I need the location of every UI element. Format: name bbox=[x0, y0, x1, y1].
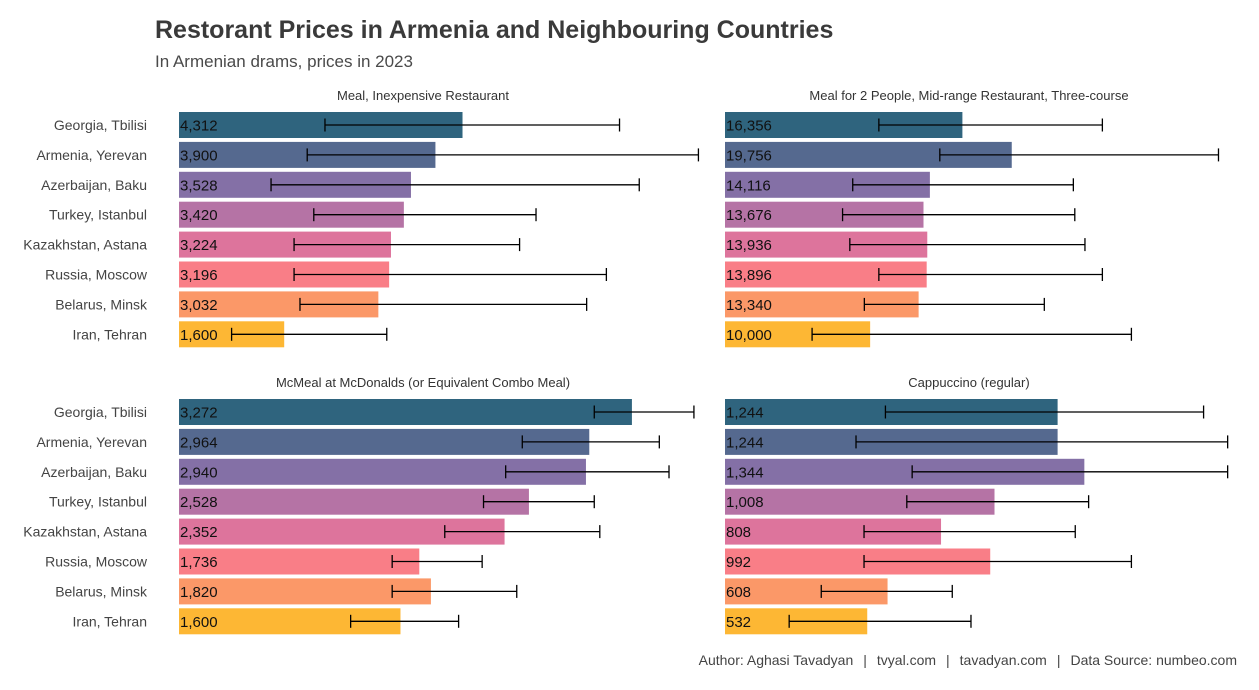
footer-site-2: tavadyan.com bbox=[959, 652, 1047, 668]
data-label: 1,244 bbox=[726, 405, 764, 422]
footer-author: Author: Aghasi Tavadyan bbox=[698, 652, 854, 668]
data-label: 3,900 bbox=[180, 147, 218, 164]
category-label: Azerbaijan, Baku bbox=[41, 177, 147, 193]
data-label: 10,000 bbox=[726, 327, 772, 344]
data-label: 3,272 bbox=[180, 405, 218, 422]
category-label: Georgia, Tbilisi bbox=[54, 404, 147, 420]
data-label: 13,936 bbox=[726, 237, 772, 254]
data-label: 1,736 bbox=[180, 554, 218, 571]
data-label: 1,820 bbox=[180, 584, 218, 601]
data-label: 3,032 bbox=[180, 297, 218, 314]
data-label: 3,528 bbox=[180, 177, 218, 194]
data-label: 1,600 bbox=[180, 327, 218, 344]
chart-subtitle: In Armenian drams, prices in 2023 bbox=[155, 52, 413, 71]
panel-title: McMeal at McDonalds (or Equivalent Combo… bbox=[276, 375, 570, 390]
data-label: 2,940 bbox=[180, 464, 218, 481]
panel-title: Cappuccino (regular) bbox=[908, 375, 1029, 390]
footer-separator: | bbox=[946, 652, 950, 668]
footer-site-1: tvyal.com bbox=[876, 652, 937, 668]
data-label: 19,756 bbox=[726, 147, 772, 164]
data-label: 13,896 bbox=[726, 267, 772, 284]
footer-separator: | bbox=[863, 652, 867, 668]
data-label: 3,196 bbox=[180, 267, 218, 284]
bar bbox=[179, 428, 590, 455]
data-label: 808 bbox=[726, 524, 751, 541]
data-label: 4,312 bbox=[180, 118, 218, 135]
category-label: Russia, Moscow bbox=[45, 267, 148, 283]
data-label: 532 bbox=[726, 614, 751, 631]
category-label: Armenia, Yerevan bbox=[36, 434, 147, 450]
category-label: Kazakhstan, Astana bbox=[23, 237, 147, 253]
data-label: 2,528 bbox=[180, 494, 218, 511]
chart-title: Restorant Prices in Armenia and Neighbou… bbox=[155, 16, 834, 44]
footer-separator: | bbox=[1056, 652, 1061, 668]
category-label: Kazakhstan, Astana bbox=[23, 524, 147, 540]
data-label: 1,244 bbox=[726, 434, 764, 451]
data-label: 2,352 bbox=[180, 524, 218, 541]
category-label: Georgia, Tbilisi bbox=[54, 117, 147, 133]
data-label: 1,600 bbox=[180, 614, 218, 631]
data-label: 608 bbox=[726, 584, 751, 601]
category-label: Turkey, Istanbul bbox=[49, 494, 147, 510]
category-label: Turkey, Istanbul bbox=[49, 207, 147, 223]
category-label: Belarus, Minsk bbox=[55, 296, 148, 312]
panel-title: Meal for 2 People, Mid-range Restaurant,… bbox=[809, 88, 1128, 103]
data-label: 3,224 bbox=[180, 237, 218, 254]
data-label: 16,356 bbox=[726, 118, 772, 135]
category-label: Iran, Tehran bbox=[73, 326, 147, 342]
data-label: 14,116 bbox=[726, 177, 771, 194]
bar bbox=[179, 548, 420, 575]
category-label: Armenia, Yerevan bbox=[36, 147, 147, 163]
category-label: Iran, Tehran bbox=[73, 613, 147, 629]
data-label: 3,420 bbox=[180, 207, 218, 224]
bar bbox=[179, 399, 632, 425]
category-label: Russia, Moscow bbox=[45, 554, 148, 570]
data-label: 13,340 bbox=[726, 297, 772, 314]
footer-source: Data Source: numbeo.com bbox=[1070, 652, 1237, 668]
data-label: 1,344 bbox=[726, 464, 764, 481]
panel-title: Meal, Inexpensive Restaurant bbox=[337, 88, 509, 103]
data-label: 13,676 bbox=[726, 207, 772, 224]
data-label: 1,008 bbox=[726, 494, 764, 511]
bar bbox=[179, 578, 431, 605]
bar bbox=[179, 488, 529, 515]
footer: Author: Aghasi Tavadyan | tvyal.com | tavady… bbox=[699, 652, 1237, 668]
category-label: Azerbaijan, Baku bbox=[41, 464, 147, 480]
data-label: 2,964 bbox=[180, 434, 218, 451]
data-label: 992 bbox=[726, 554, 751, 571]
category-label: Belarus, Minsk bbox=[55, 583, 148, 599]
